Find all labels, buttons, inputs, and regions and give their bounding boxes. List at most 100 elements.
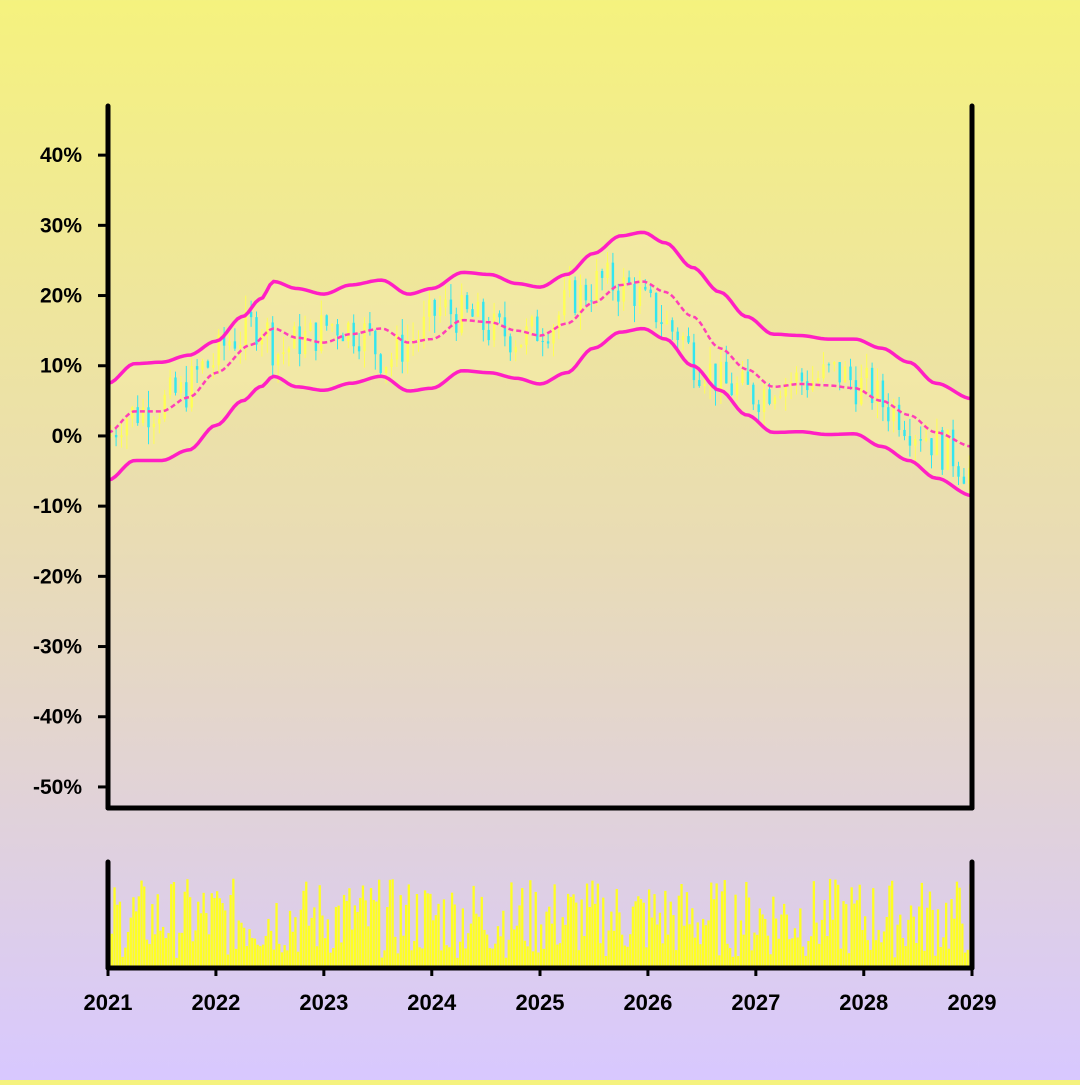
volume-bar — [942, 937, 945, 968]
volume-bar — [121, 956, 124, 968]
volume-bar — [280, 952, 284, 968]
candle — [762, 379, 766, 429]
volume-bar — [210, 893, 213, 968]
volume-bar — [556, 944, 559, 968]
volume-bar — [361, 885, 365, 968]
volume-bar — [507, 939, 510, 968]
volume-bar — [607, 930, 610, 968]
candle-body — [174, 377, 177, 393]
volume-bar — [774, 918, 778, 968]
volume-bar — [332, 948, 335, 968]
candle — [876, 368, 879, 419]
volume-bar — [197, 901, 200, 968]
volume-bar — [891, 880, 894, 968]
candle — [438, 295, 442, 323]
volume-bar — [847, 953, 851, 968]
volume-bar — [224, 910, 227, 968]
volume-bar — [310, 917, 313, 968]
candle-body — [498, 313, 501, 318]
candle — [860, 364, 863, 406]
candle — [309, 319, 312, 332]
candle — [681, 332, 685, 351]
volume-bar — [186, 879, 189, 968]
volume-bar — [135, 911, 138, 968]
candle — [757, 399, 760, 421]
volume-bar — [251, 937, 254, 968]
candle — [827, 362, 831, 373]
candle — [212, 353, 215, 380]
volume-bar — [834, 879, 837, 968]
x-tick-label: 2024 — [407, 990, 457, 1015]
candle — [266, 317, 269, 353]
volume-bar — [386, 907, 389, 968]
candle-body — [266, 322, 269, 337]
volume-bar — [159, 930, 162, 968]
volume-bar — [691, 908, 694, 968]
volume-bar — [270, 930, 273, 968]
volume-bar — [958, 887, 961, 968]
candle — [514, 340, 517, 362]
volume-bar — [758, 908, 761, 968]
candle-body — [703, 383, 706, 387]
volume-bar — [313, 907, 316, 968]
candle-body — [725, 361, 728, 384]
candle-body — [789, 381, 793, 384]
volume-bar — [569, 896, 572, 968]
volume-bar — [704, 925, 707, 968]
candle — [536, 309, 539, 342]
candle-body — [287, 348, 291, 353]
candle-body — [622, 277, 625, 302]
volume-bar — [669, 901, 672, 968]
volume-bar — [372, 899, 375, 968]
candle-body — [125, 418, 129, 436]
candle-body — [687, 336, 690, 343]
candle-body — [617, 290, 620, 302]
candle — [379, 353, 382, 377]
candle — [185, 365, 188, 412]
volume-bar — [866, 940, 869, 968]
volume-bar — [963, 952, 967, 968]
candle-body — [795, 372, 798, 382]
candle — [460, 283, 463, 336]
volume-bar — [650, 917, 653, 968]
volume-bar — [685, 892, 689, 968]
volume-bar — [861, 930, 864, 968]
candle — [908, 418, 912, 457]
volume-bar — [553, 884, 556, 968]
candle-body — [822, 364, 825, 379]
candle-body — [579, 284, 582, 313]
candle — [325, 314, 328, 331]
y-tick-label: 10% — [40, 355, 82, 378]
candle-body — [217, 334, 220, 366]
candle — [179, 376, 183, 399]
volume-bar — [356, 911, 359, 968]
volume-bar — [661, 943, 664, 968]
candle — [919, 426, 922, 452]
volume-bar — [221, 903, 224, 968]
candle — [368, 312, 372, 336]
candle-body — [779, 396, 782, 398]
x-tick-label: 2025 — [516, 990, 565, 1015]
candle-body — [309, 322, 312, 331]
volume-bar — [909, 905, 913, 968]
candle — [870, 362, 874, 410]
volume-bar — [612, 930, 616, 968]
volume-bar — [683, 925, 686, 968]
candle-body — [228, 341, 231, 346]
candle — [584, 278, 588, 307]
volume-bar — [772, 896, 775, 968]
volume-bar — [253, 938, 257, 968]
candle-body — [411, 339, 415, 341]
candle — [897, 396, 901, 437]
candle — [357, 333, 361, 360]
volume-bar — [548, 906, 551, 968]
candle — [114, 427, 118, 447]
candle-body — [185, 382, 188, 408]
volume-bar — [936, 909, 940, 968]
candle-body — [573, 280, 577, 313]
candle-body — [811, 381, 814, 391]
candle-body — [752, 384, 755, 405]
candle — [741, 361, 744, 386]
candle — [120, 419, 123, 448]
volume-bar — [664, 890, 667, 968]
